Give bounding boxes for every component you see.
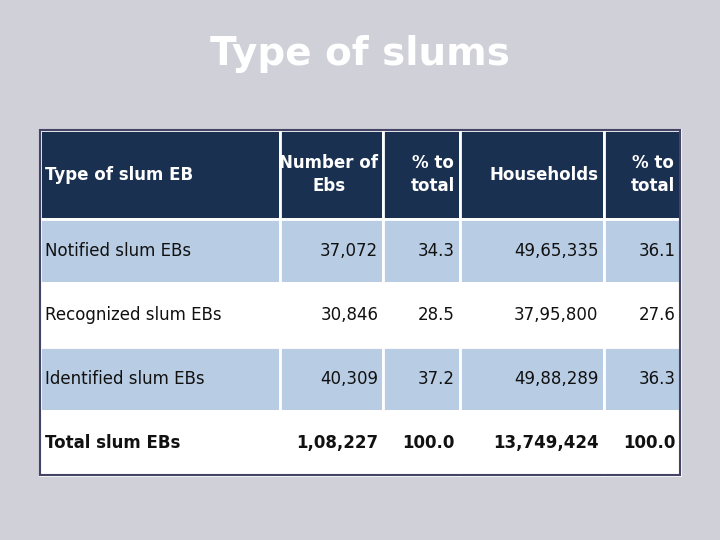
Text: Households: Households bbox=[490, 166, 598, 184]
Bar bbox=[383, 130, 460, 219]
Bar bbox=[460, 284, 603, 347]
Text: Recognized slum EBs: Recognized slum EBs bbox=[45, 306, 221, 325]
Text: 100.0: 100.0 bbox=[623, 434, 675, 452]
Text: 49,65,335: 49,65,335 bbox=[514, 242, 598, 260]
Bar bbox=[383, 219, 460, 284]
Bar bbox=[280, 219, 383, 284]
Text: Total slum EBs: Total slum EBs bbox=[45, 434, 180, 452]
Text: Notified slum EBs: Notified slum EBs bbox=[45, 242, 191, 260]
Bar bbox=[383, 284, 460, 347]
Text: 30,846: 30,846 bbox=[320, 306, 378, 325]
Text: 1,08,227: 1,08,227 bbox=[296, 434, 378, 452]
Bar bbox=[40, 411, 280, 475]
Bar bbox=[40, 130, 280, 219]
Bar bbox=[40, 347, 280, 411]
Bar bbox=[383, 347, 460, 411]
Text: 40,309: 40,309 bbox=[320, 370, 378, 388]
Text: 34.3: 34.3 bbox=[418, 242, 455, 260]
Bar bbox=[603, 347, 680, 411]
Bar bbox=[603, 284, 680, 347]
Bar bbox=[460, 411, 603, 475]
Bar bbox=[280, 411, 383, 475]
Text: 36.3: 36.3 bbox=[638, 370, 675, 388]
Text: Type of slums: Type of slums bbox=[210, 35, 510, 73]
Bar bbox=[603, 219, 680, 284]
Bar bbox=[280, 130, 383, 219]
Bar bbox=[460, 219, 603, 284]
Text: Number of
Ebs: Number of Ebs bbox=[279, 154, 378, 195]
Bar bbox=[460, 347, 603, 411]
Text: Type of slum EB: Type of slum EB bbox=[45, 166, 193, 184]
Text: 27.6: 27.6 bbox=[639, 306, 675, 325]
Text: Identified slum EBs: Identified slum EBs bbox=[45, 370, 204, 388]
Text: 36.1: 36.1 bbox=[638, 242, 675, 260]
Bar bbox=[383, 411, 460, 475]
Text: 37.2: 37.2 bbox=[418, 370, 455, 388]
Bar bbox=[603, 130, 680, 219]
Text: 13,749,424: 13,749,424 bbox=[493, 434, 598, 452]
Bar bbox=[40, 219, 280, 284]
Text: 100.0: 100.0 bbox=[402, 434, 455, 452]
Bar bbox=[280, 347, 383, 411]
Bar bbox=[460, 130, 603, 219]
Text: % to
total: % to total bbox=[410, 154, 455, 195]
Bar bbox=[40, 284, 280, 347]
Text: 28.5: 28.5 bbox=[418, 306, 455, 325]
Bar bbox=[603, 411, 680, 475]
Text: 37,95,800: 37,95,800 bbox=[514, 306, 598, 325]
Text: 49,88,289: 49,88,289 bbox=[514, 370, 598, 388]
Text: 37,072: 37,072 bbox=[320, 242, 378, 260]
Bar bbox=[280, 284, 383, 347]
Text: % to
total: % to total bbox=[631, 154, 675, 195]
